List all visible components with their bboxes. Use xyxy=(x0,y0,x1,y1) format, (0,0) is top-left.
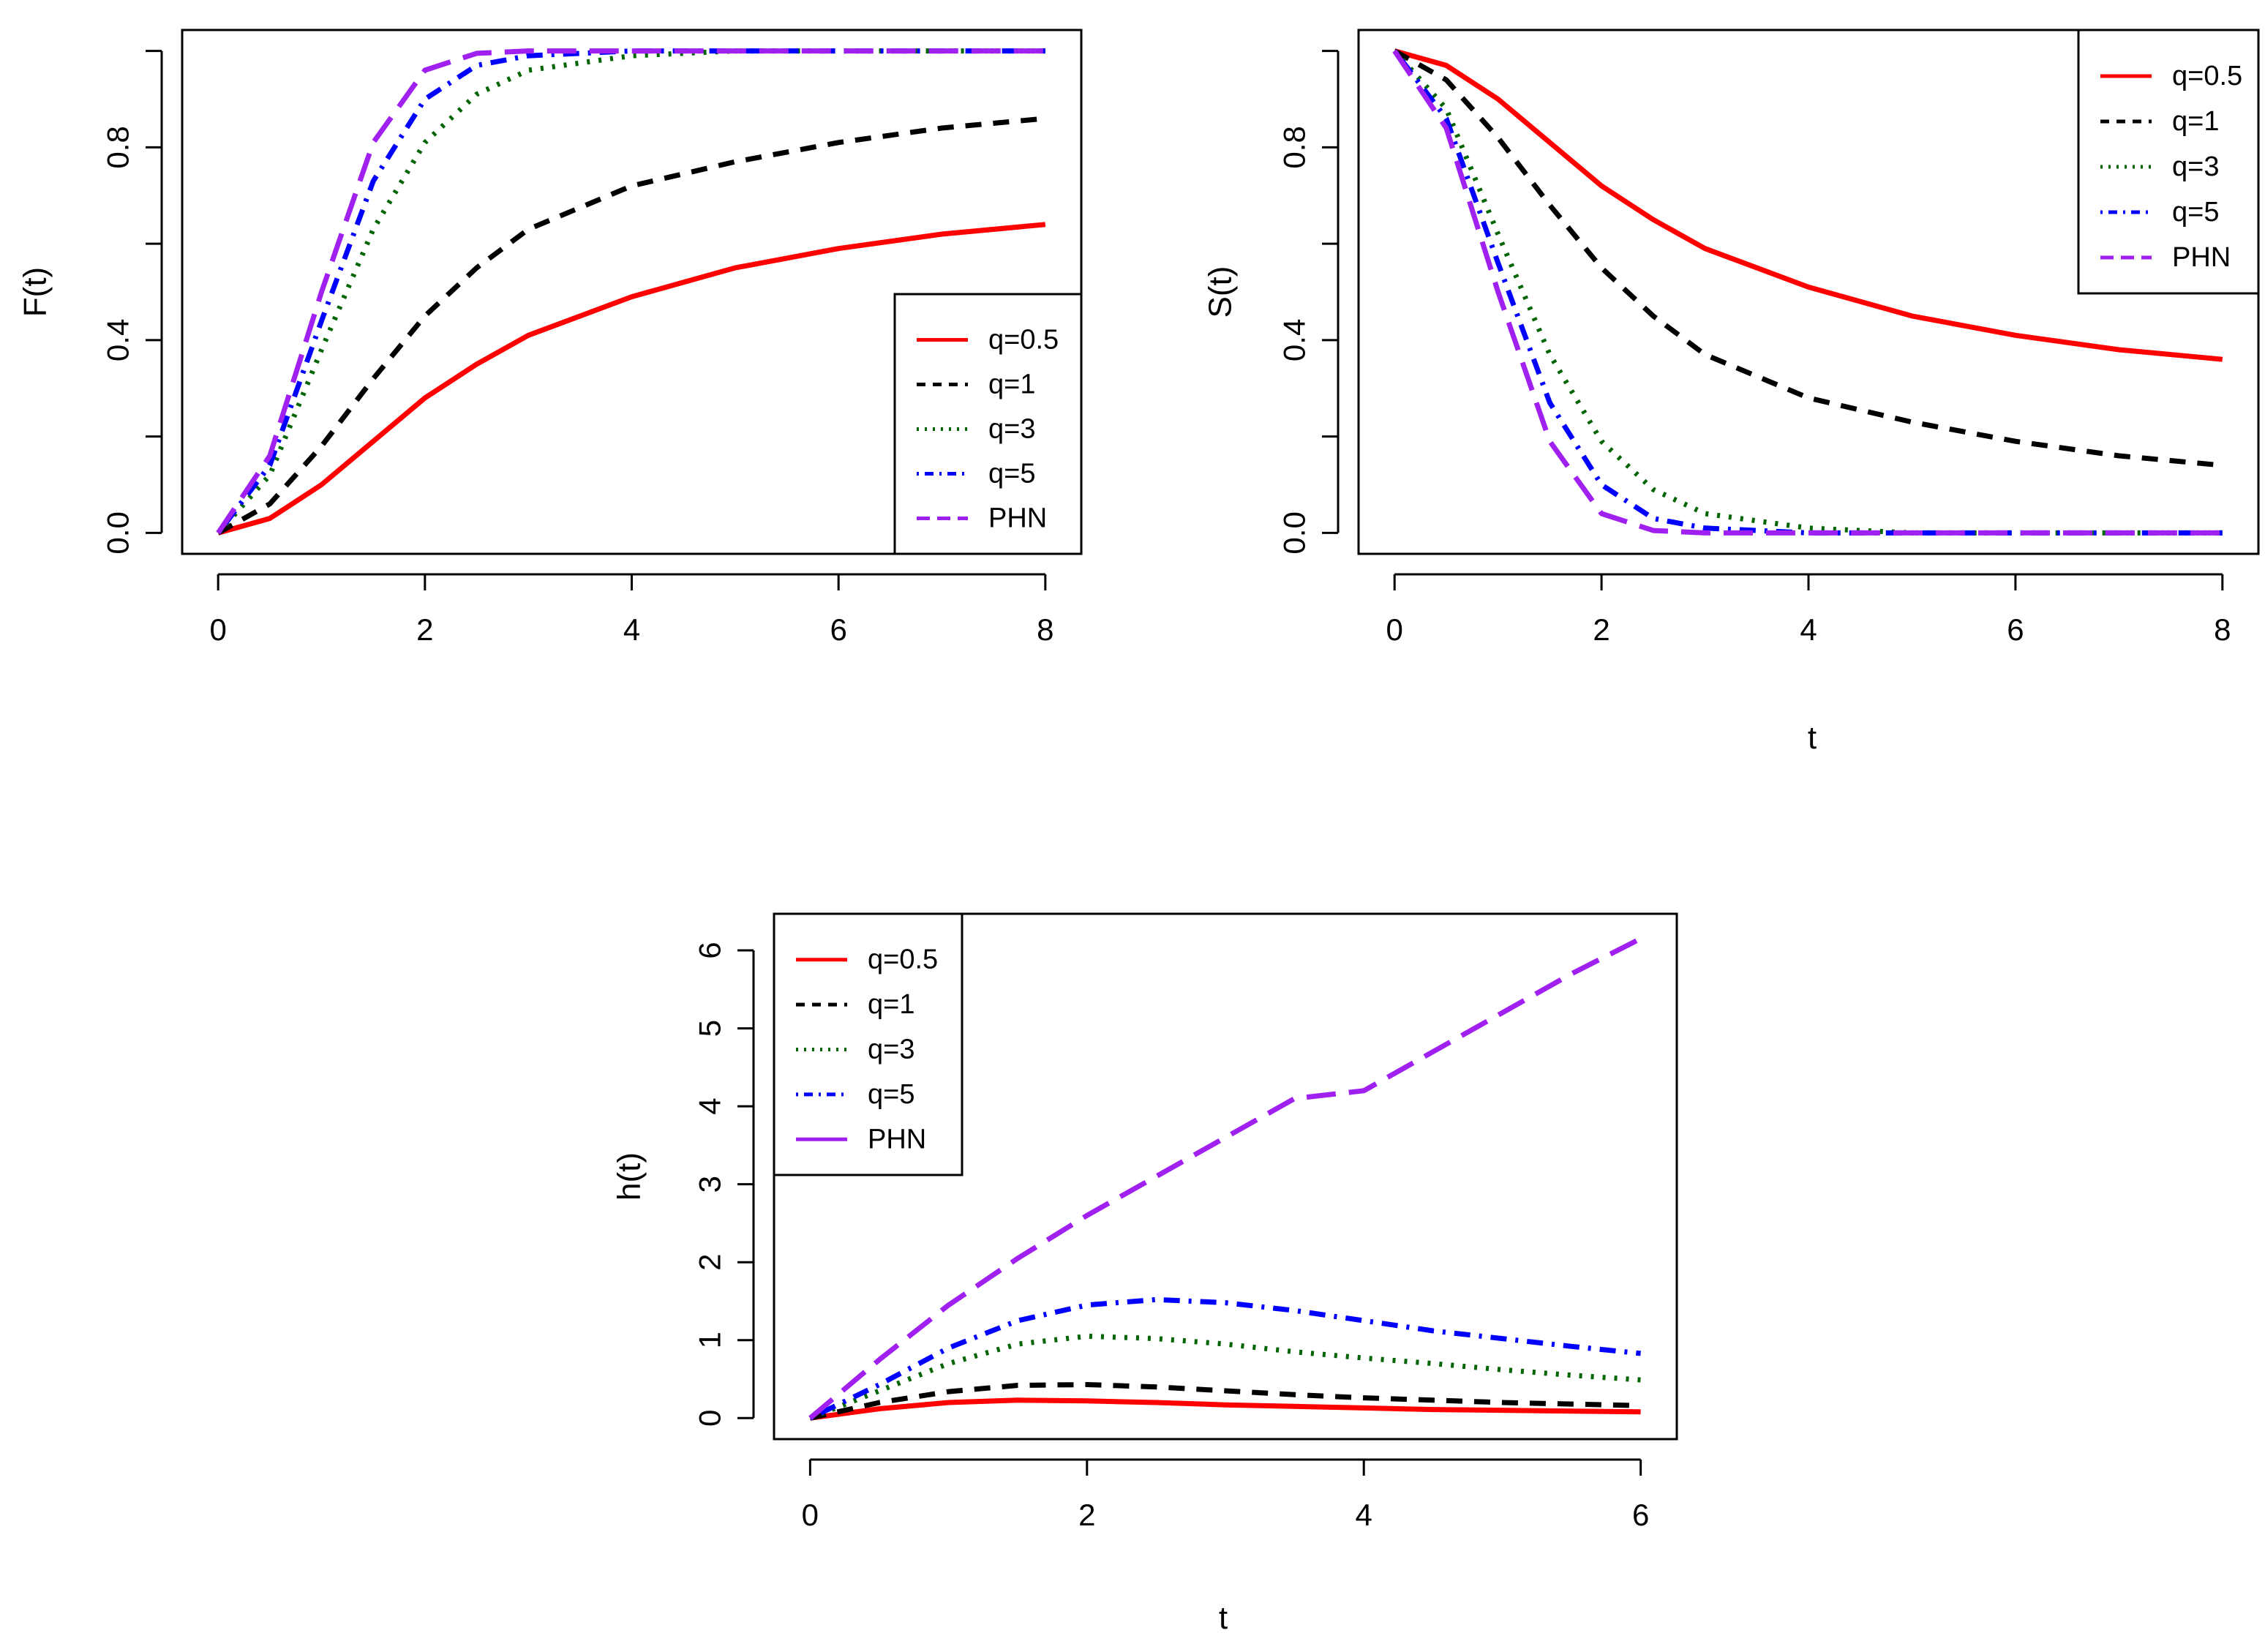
hazard-y-tick-label: 3 xyxy=(693,1176,727,1193)
cdf-y-tick-label: 0.0 xyxy=(101,511,135,554)
survival-legend-label: PHN xyxy=(2172,242,2231,273)
cdf-chart: 0 2 4 6 8 0.0 0.4 0.8 F(t) q=0.5 q=1 q=3 q=5 PHN xyxy=(18,29,1083,647)
hazard-legend-label: PHN xyxy=(868,1124,926,1154)
cdf-y-axis-title: F(t) xyxy=(18,267,53,317)
cdf-legend-label: q=1 xyxy=(988,369,1035,400)
survival-x-tick-label: 2 xyxy=(1593,612,1609,647)
survival-legend-label: q=5 xyxy=(2172,197,2219,228)
cdf-y-tick-label: 0.8 xyxy=(101,126,135,168)
survival-series-q1 xyxy=(1393,48,2223,468)
survival-legend-label: q=1 xyxy=(2172,106,2219,137)
cdf-x-tick-label: 8 xyxy=(1037,612,1053,647)
survival-y-tick-label: 0.8 xyxy=(1277,126,1312,168)
survival-legend-box xyxy=(2077,29,2260,295)
hazard-chart: 0 2 4 6 0 1 2 3 4 5 6 h(t) t q=0.5 q=1 q=3 q=5 PHN xyxy=(612,912,1678,1636)
hazard-legend-label: q=1 xyxy=(868,989,914,1020)
survival-chart: 0 2 4 6 8 0.0 0.4 0.8 S(t) t q=0.5 q=1 q=3 q=5 PHN xyxy=(1203,29,2260,756)
hazard-x-tick-label: 0 xyxy=(802,1498,819,1532)
hazard-x-tick-label: 2 xyxy=(1078,1498,1095,1532)
cdf-x-tick-label: 6 xyxy=(830,612,846,647)
survival-x-tick-label: 4 xyxy=(1800,612,1817,647)
cdf-series-q1 xyxy=(217,116,1046,536)
hazard-y-tick-label: 4 xyxy=(693,1097,727,1114)
survival-series-q05 xyxy=(1394,48,2223,362)
cdf-x-tick-label: 4 xyxy=(623,612,640,647)
survival-legend-label: q=0.5 xyxy=(2172,61,2242,91)
hazard-x-tick-label: 4 xyxy=(1356,1498,1372,1532)
survival-y-tick-label: 0.4 xyxy=(1277,319,1312,361)
cdf-legend-label: q=3 xyxy=(988,414,1035,445)
survival-legend-label: q=3 xyxy=(2172,151,2219,182)
hazard-x-tick-label: 6 xyxy=(1632,1498,1649,1532)
survival-y-tick-label: 0.0 xyxy=(1277,511,1312,554)
hazard-y-tick-label: 2 xyxy=(693,1254,727,1271)
survival-x-axis-title: t xyxy=(1808,720,1817,756)
cdf-legend-label: PHN xyxy=(988,503,1047,534)
cdf-series-q05 xyxy=(217,222,1046,536)
hazard-y-tick-label: 5 xyxy=(693,1020,727,1037)
hazard-legend-label: q=3 xyxy=(868,1035,914,1065)
hazard-y-tick-label: 1 xyxy=(693,1332,727,1348)
cdf-legend-label: q=0.5 xyxy=(988,325,1059,356)
cdf-plot-frame xyxy=(181,29,1083,555)
survival-legend: q=0.5 q=1 q=3 q=5 PHN xyxy=(2077,29,2260,295)
hazard-series-q1 xyxy=(809,1382,1641,1421)
hazard-x-axis-title: t xyxy=(1219,1600,1228,1636)
hazard-y-axis-title: h(t) xyxy=(612,1152,647,1201)
hazard-y-tick-label: 0 xyxy=(693,1410,727,1427)
cdf-series-phn xyxy=(216,48,1045,535)
survival-x-tick-label: 0 xyxy=(1386,612,1403,647)
hazard-y-tick-label: 6 xyxy=(693,942,727,958)
hazard-series-q05 xyxy=(809,1397,1641,1421)
hazard-series-phn xyxy=(808,936,1642,1420)
survival-y-axis-title: S(t) xyxy=(1203,266,1239,318)
survival-x-tick-label: 6 xyxy=(2007,612,2024,647)
survival-series-phn xyxy=(1392,49,2223,536)
cdf-x-tick-label: 2 xyxy=(416,612,433,647)
hazard-series-q5 xyxy=(808,1296,1641,1421)
hazard-plot-frame xyxy=(773,912,1678,1441)
hazard-legend-label: q=5 xyxy=(868,1079,914,1110)
hazard-legend-box xyxy=(773,912,964,1176)
cdf-y-tick-label: 0.4 xyxy=(101,319,135,361)
cdf-x-tick-label: 0 xyxy=(209,612,226,647)
cdf-legend-label: q=5 xyxy=(988,459,1035,489)
survival-x-tick-label: 8 xyxy=(2214,612,2231,647)
hazard-legend-label: q=0.5 xyxy=(868,945,938,975)
hazard-legend: q=0.5 q=1 q=3 q=5 PHN xyxy=(773,912,964,1176)
cdf-legend-box xyxy=(893,293,1083,555)
cdf-legend: q=0.5 q=1 q=3 q=5 PHN xyxy=(893,293,1083,555)
